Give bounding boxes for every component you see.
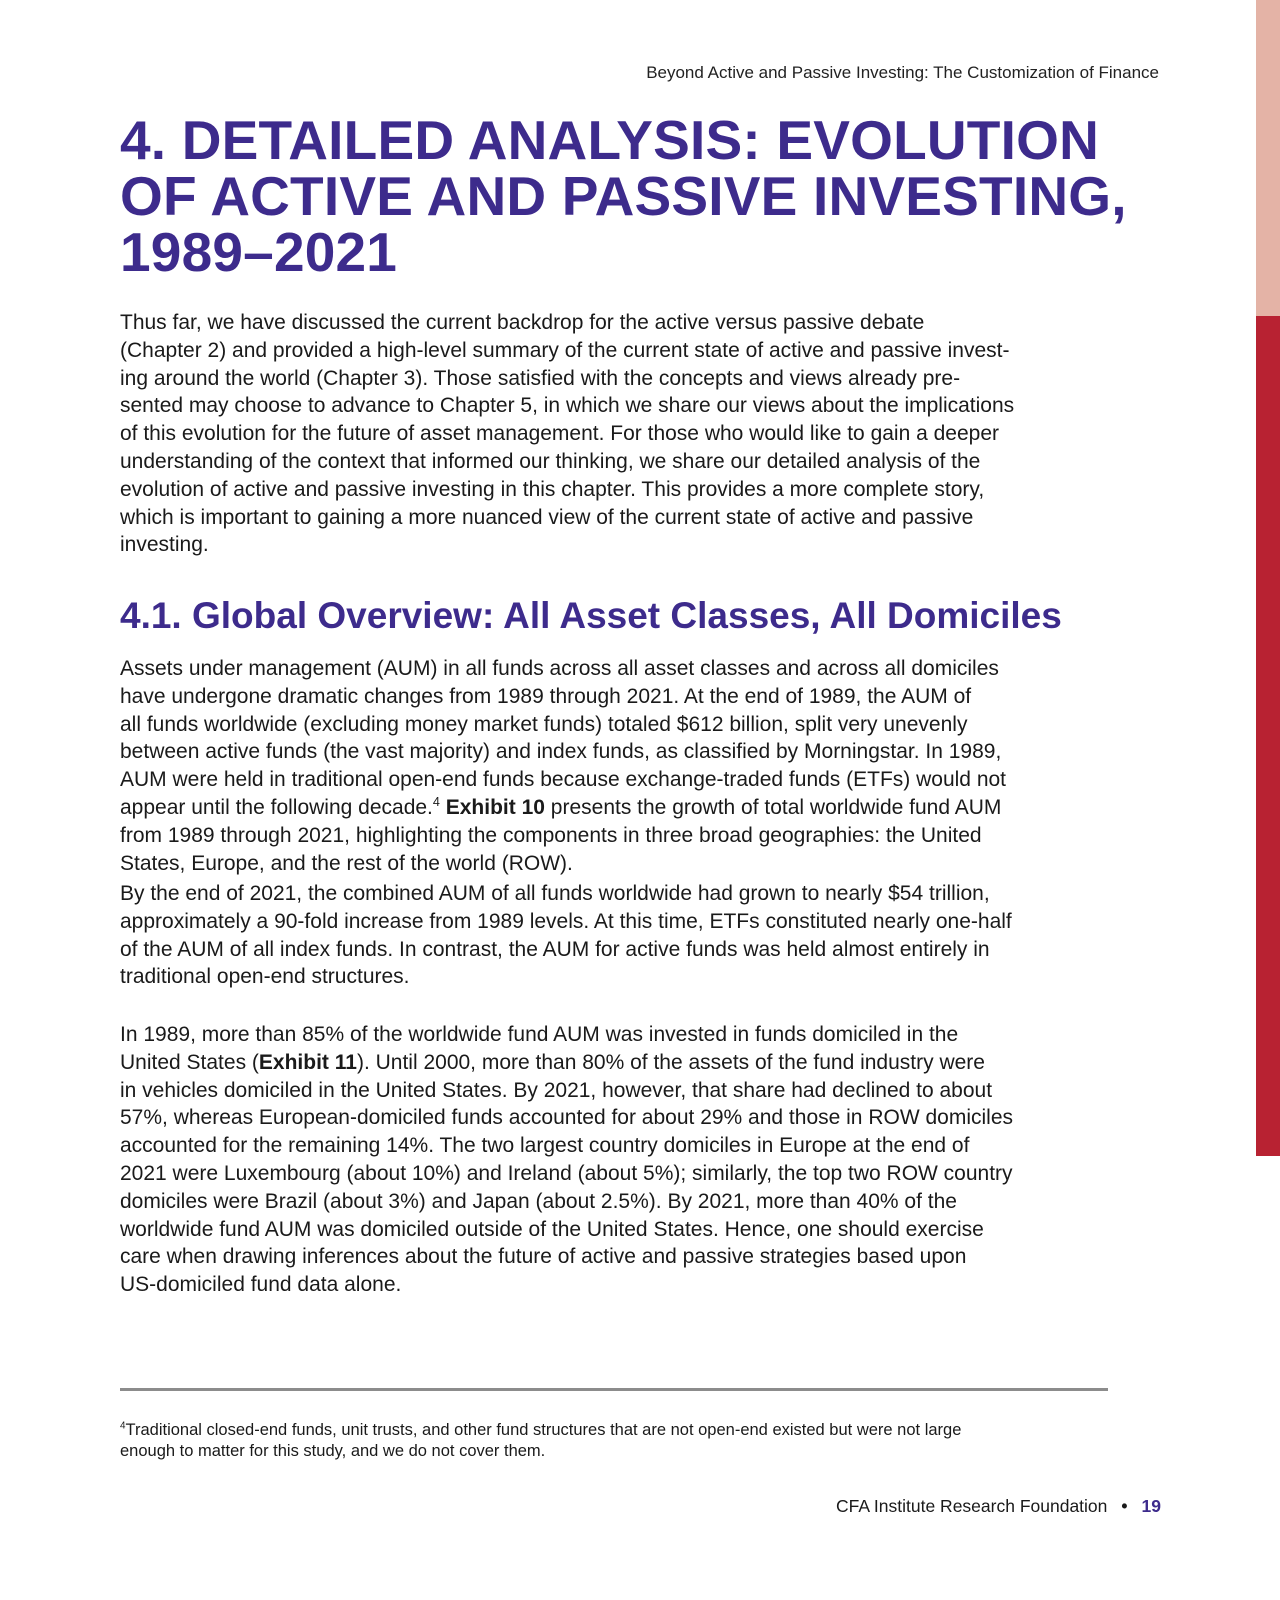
text-line: 57%, whereas European-domiciled funds ac…: [120, 1106, 1014, 1130]
text-line: United States (Exhibit 11). Until 2000, …: [120, 1049, 1120, 1077]
text-line: US-domiciled fund data alone.: [120, 1273, 402, 1297]
text-line: accounted for the remaining 14%. The two…: [120, 1134, 970, 1158]
footnote: 4Traditional closed-end funds, unit trus…: [120, 1420, 1120, 1462]
paragraph-domiciles: In 1989, more than 85% of the worldwide …: [120, 1021, 1120, 1299]
text-line: sented may choose to advance to Chapter …: [120, 394, 1015, 418]
footer-bullet: •: [1121, 1496, 1128, 1516]
text-line: 2021 were Luxembourg (about 10%) and Ire…: [120, 1161, 1013, 1185]
text-line: ing around the world (Chapter 3). Those …: [120, 366, 961, 390]
text-line: Thus far, we have discussed the current …: [120, 311, 925, 334]
footer-org: CFA Institute Research Foundation: [835, 1496, 1108, 1516]
text-fragment: Traditional closed-end funds, unit trust…: [125, 1421, 962, 1439]
text-line: traditional open-end structures.: [120, 965, 410, 989]
paragraph-aum-overview: Assets under management (AUM) in all fun…: [120, 655, 1120, 877]
text-line: States, Europe, and the rest of the worl…: [120, 851, 573, 875]
text-line: have undergone dramatic changes from 198…: [120, 684, 972, 708]
text-line: between active funds (the vast majority)…: [120, 740, 1002, 764]
text-line: in vehicles domiciled in the United Stat…: [120, 1078, 993, 1102]
section-title: 4.1. Global Overview: All Asset Classes,…: [120, 595, 1062, 636]
text-fragment: United States (: [120, 1050, 259, 1074]
text-line: worldwide fund AUM was domiciled outside…: [120, 1217, 984, 1241]
exhibit-reference: Exhibit 11: [258, 1050, 357, 1074]
chapter-title: 4. DETAILED ANALYSIS: EVOLUTION OF ACTIV…: [120, 109, 1127, 283]
text-line: understanding of the context that inform…: [120, 449, 981, 473]
text-line: appear until the following decade.4 Exhi…: [120, 794, 1120, 822]
page-footer: CFA Institute Research Foundation • 19: [836, 1496, 1161, 1517]
text-line: (Chapter 2) and provided a high-level su…: [120, 338, 1010, 362]
paragraph-2021-aum: By the end of 2021, the combined AUM of …: [120, 880, 1120, 991]
text-line: In 1989, more than 85% of the worldwide …: [120, 1023, 959, 1046]
chapter-title-line: 1989–2021: [120, 221, 398, 283]
footnote-marker: 4: [120, 1420, 126, 1432]
side-accent-bar-red: [1256, 316, 1280, 1156]
text-line: care when drawing inferences about the f…: [120, 1245, 967, 1269]
text-fragment: presents the growth of total worldwide f…: [544, 795, 1002, 819]
running-head: Beyond Active and Passive Investing: The…: [646, 63, 1159, 82]
footnote-reference[interactable]: 4: [432, 794, 440, 809]
text-line: domiciles were Brazil (about 3%) and Jap…: [120, 1189, 957, 1213]
footnote-divider: [120, 1388, 1108, 1391]
text-line: AUM were held in traditional open-end fu…: [120, 768, 1007, 792]
text-line: all funds worldwide (excluding money mar…: [120, 712, 968, 736]
text-line: enough to matter for this study, and we …: [120, 1442, 546, 1460]
page-number: 19: [1141, 1496, 1161, 1516]
chapter-title-line: 4. DETAILED ANALYSIS: EVOLUTION: [120, 109, 1099, 171]
text-line: investing.: [120, 533, 209, 557]
text-line: evolution of active and passive investin…: [120, 477, 985, 501]
side-accent-bar-light: [1256, 0, 1280, 316]
chapter-title-line: OF ACTIVE AND PASSIVE INVESTING,: [120, 165, 1127, 227]
text-line: 4Traditional closed-end funds, unit trus…: [120, 1420, 1120, 1441]
text-fragment: appear until the following decade.: [120, 795, 433, 819]
text-fragment: ). Until 2000, more than 80% of the asse…: [356, 1050, 985, 1074]
intro-paragraph: Thus far, we have discussed the current …: [120, 309, 1120, 559]
exhibit-reference: Exhibit 10: [445, 795, 545, 819]
text-line: of this evolution for the future of asse…: [120, 422, 1000, 446]
text-line: approximately a 90-fold increase from 19…: [120, 909, 1012, 933]
text-line: of the AUM of all index funds. In contra…: [120, 937, 990, 961]
text-line: Assets under management (AUM) in all fun…: [120, 657, 999, 680]
text-line: which is important to gaining a more nua…: [120, 505, 974, 529]
text-line: By the end of 2021, the combined AUM of …: [120, 882, 990, 905]
text-line: from 1989 through 2021, highlighting the…: [120, 823, 982, 847]
